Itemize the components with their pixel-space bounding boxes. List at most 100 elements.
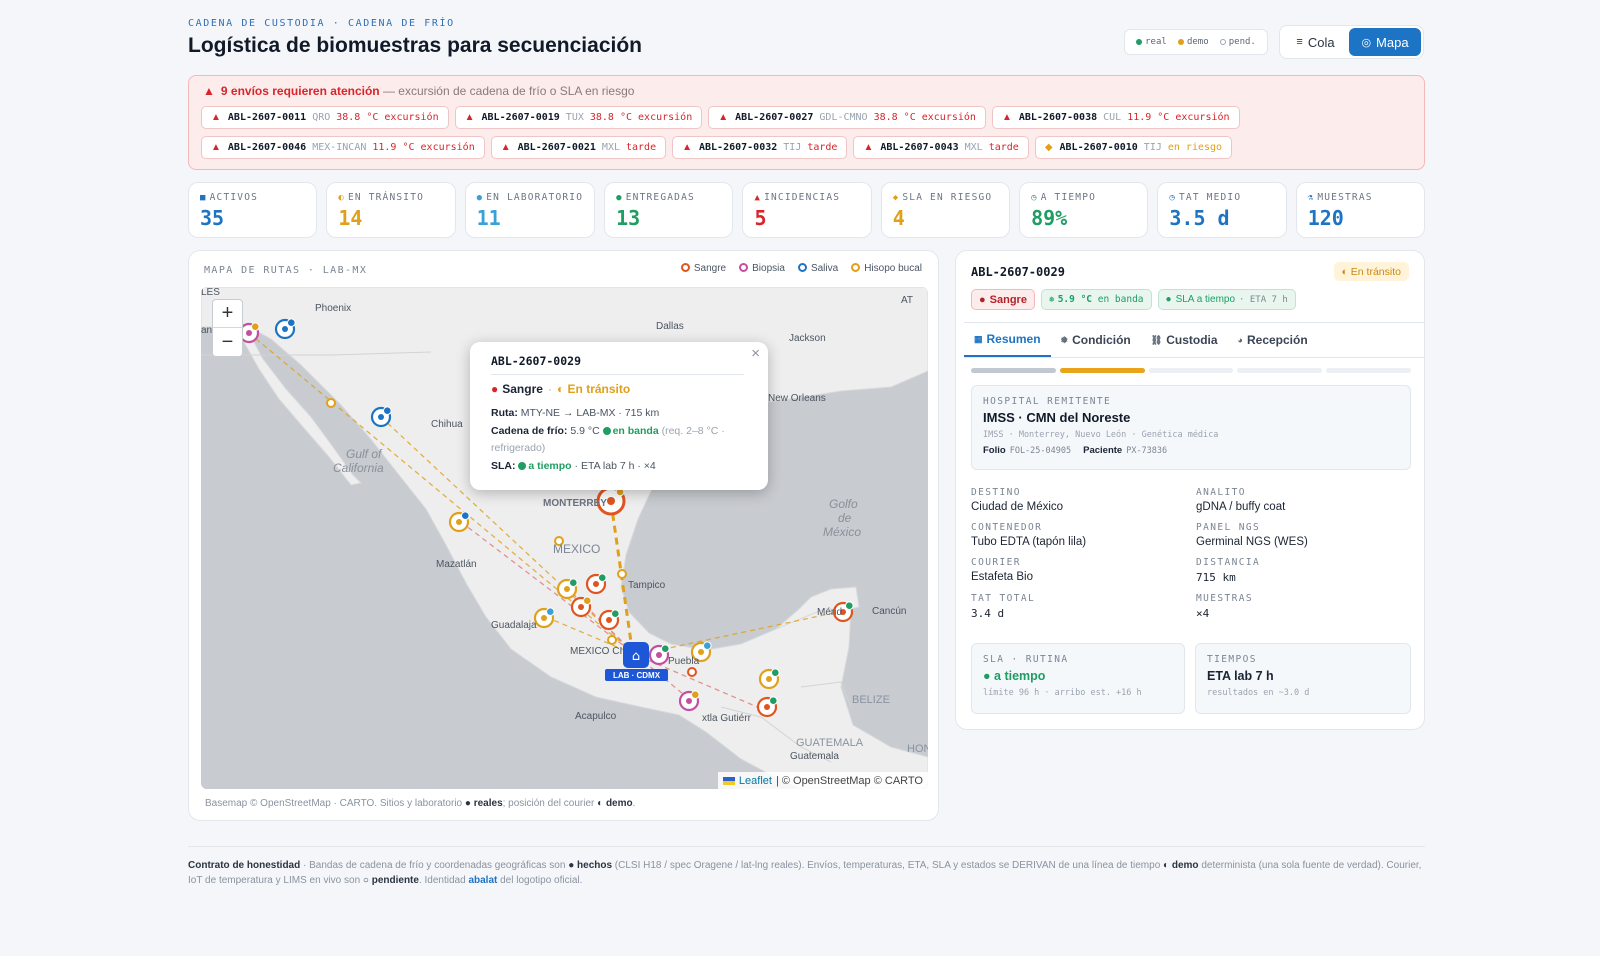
site-dot[interactable] bbox=[607, 635, 617, 645]
abalat-link[interactable]: abalat bbox=[468, 875, 498, 886]
place-an: an bbox=[201, 325, 212, 336]
site-dot[interactable] bbox=[554, 536, 564, 546]
tab-resumen[interactable]: ▦ Resumen bbox=[964, 323, 1051, 357]
field-value: 3.4 d bbox=[971, 607, 1005, 620]
popup-sla: SLA: a tiempo · ETA lab 7 h · ×4 bbox=[491, 459, 656, 472]
kpi-label-text: SLA EN RIESGO bbox=[902, 192, 993, 203]
shipment-marker[interactable] bbox=[598, 609, 620, 631]
chip-status: en riesgo bbox=[1167, 142, 1223, 153]
kpi-label-text: EN LABORATORIO bbox=[486, 192, 584, 203]
field-label: DESTINO bbox=[971, 487, 1021, 498]
shipment-marker[interactable] bbox=[238, 322, 260, 344]
home-icon: ⌂ bbox=[632, 649, 640, 664]
kpi-label-text: INCIDENCIAS bbox=[764, 192, 841, 203]
tab-custodia[interactable]: ⛓ Custodia bbox=[1141, 323, 1228, 357]
kpi-value: 4 bbox=[892, 206, 905, 230]
hospital-location: IMSS · Monterrey, Nuevo León · Genética … bbox=[983, 430, 1219, 440]
zoom-in-button[interactable]: + bbox=[213, 300, 242, 328]
map-legend-item: Biopsia bbox=[739, 263, 785, 274]
kpi-icon: ⚗ bbox=[1307, 193, 1315, 203]
alert-chip[interactable]: ▲ ABL-2607-0019 TUX 38.8 °C excursión bbox=[454, 106, 703, 129]
tab-icon: ❅ bbox=[1060, 334, 1069, 345]
chip-status: tarde bbox=[988, 142, 1019, 153]
shipment-marker[interactable] bbox=[596, 486, 626, 516]
place-mexico-city: MEXICO CI bbox=[570, 646, 622, 657]
shipment-marker[interactable] bbox=[533, 607, 555, 629]
site-dot[interactable] bbox=[617, 569, 627, 579]
shipment-marker[interactable] bbox=[274, 318, 296, 340]
shipment-marker[interactable] bbox=[678, 690, 700, 712]
kpi-card: ◆ SLA EN RIESGO 4 bbox=[880, 182, 1011, 238]
warning-icon: ▲ bbox=[211, 112, 221, 123]
kpi-value: 3.5 d bbox=[1169, 206, 1230, 230]
tab-recepción[interactable]: ◕ Recepción bbox=[1228, 323, 1318, 357]
kpi-label: ■ ACTIVOS bbox=[200, 192, 305, 203]
header-kicker: CADENA DE CUSTODIA · CADENA DE FRÍO bbox=[188, 18, 455, 29]
cola-button[interactable]: ≡ Cola bbox=[1296, 34, 1335, 50]
kpi-label-text: TAT MEDIO bbox=[1179, 192, 1242, 203]
tag-temperature: ❅ 5.9 °C en banda bbox=[1040, 289, 1152, 310]
shipment-marker[interactable] bbox=[570, 596, 592, 618]
kpi-card: ◷ A TIEMPO 89% bbox=[1019, 182, 1149, 238]
detail-field: ANALITO gDNA / buffy coat bbox=[1196, 487, 1411, 513]
place-tampico: Tampico bbox=[628, 580, 666, 591]
alert-chip[interactable]: ▲ ABL-2607-0027 GDL-CMNO 38.8 °C excursión bbox=[708, 106, 986, 129]
field-value: 715 km bbox=[1196, 571, 1236, 584]
land-baja-peninsula bbox=[240, 325, 363, 486]
lab-marker[interactable]: ⌂ LAB · CDMX bbox=[605, 642, 668, 681]
place-at: AT bbox=[901, 295, 913, 306]
close-icon[interactable]: × bbox=[751, 345, 760, 362]
alert-chip[interactable]: ▲ ABL-2607-0032 TIJ tarde bbox=[672, 136, 848, 159]
shipment-marker[interactable] bbox=[448, 511, 470, 533]
kpi-label: ◆ SLA EN RIESGO bbox=[893, 192, 998, 203]
alert-chip[interactable]: ▲ ABL-2607-0021 MXL tarde bbox=[490, 136, 667, 159]
field-value: Ciudad de México bbox=[971, 501, 1064, 513]
warning-icon: ▲ bbox=[682, 142, 692, 153]
kpi-label: ● EN LABORATORIO bbox=[477, 192, 584, 203]
tab-condición[interactable]: ❅ Condición bbox=[1051, 323, 1141, 357]
site-dot[interactable] bbox=[687, 667, 697, 677]
site-dot[interactable] bbox=[326, 398, 336, 408]
alert-chip[interactable]: ▲ ABL-2607-0043 MXL tarde bbox=[853, 136, 1029, 159]
alert-chip[interactable]: ▲ ABL-2607-0038 CUL 11.9 °C excursión bbox=[991, 106, 1240, 129]
leaflet-link[interactable]: Leaflet bbox=[738, 774, 772, 787]
kpi-label: ◐ EN TRÁNSITO bbox=[338, 192, 443, 203]
kpi-value: 11 bbox=[476, 206, 501, 230]
route-line bbox=[545, 616, 637, 656]
route-map[interactable]: LES AT an Phoenix Dallas Jackson New Orl… bbox=[201, 287, 928, 789]
alert-chip[interactable]: ◆ ABL-2607-0010 TIJ en riesgo bbox=[1034, 136, 1233, 159]
mapa-button[interactable]: ◎ Mapa bbox=[1349, 28, 1421, 56]
place-hon: HONI bbox=[907, 743, 928, 755]
alert-chip[interactable]: ▲ ABL-2607-0046 MEX-INCAN 11.9 °C excursión bbox=[201, 136, 485, 159]
place-mazatlan: Mazatlán bbox=[436, 559, 477, 570]
legend-label: Biopsia bbox=[752, 263, 785, 274]
place-new-orleans: New Orleans bbox=[768, 393, 826, 404]
shipment-marker[interactable] bbox=[690, 641, 712, 663]
chip-route: TIJ bbox=[783, 142, 802, 153]
tag-sample-type: ● Sangre bbox=[971, 289, 1035, 310]
map-legend-item: Saliva bbox=[797, 263, 838, 274]
shipment-marker[interactable] bbox=[648, 644, 670, 666]
shipment-marker[interactable] bbox=[585, 573, 607, 595]
zoom-out-button[interactable]: − bbox=[221, 330, 234, 353]
popup-divider bbox=[491, 374, 744, 375]
warning-icon: ▲ bbox=[863, 142, 874, 153]
shipment-marker[interactable] bbox=[832, 601, 854, 623]
shipment-marker[interactable] bbox=[756, 696, 778, 718]
shipment-marker[interactable] bbox=[556, 578, 578, 600]
sla-card: SLA · RUTINA ● a tiempo límite 96 h · ar… bbox=[971, 643, 1185, 714]
kpi-card: ◷ TAT MEDIO 3.5 d bbox=[1157, 182, 1287, 238]
detail-field: MUESTRAS ×4 bbox=[1196, 593, 1411, 620]
view-toggle: ≡ Cola ◎ Mapa bbox=[1279, 25, 1424, 59]
progress-step bbox=[1148, 368, 1234, 373]
chip-status: 38.8 °C excursión bbox=[336, 112, 439, 123]
chip-shipment-id: ABL-2607-0011 bbox=[227, 112, 307, 123]
tab-label: Recepción bbox=[1246, 333, 1308, 347]
kpi-label-text: ENTREGADAS bbox=[625, 192, 695, 203]
shipment-marker[interactable] bbox=[758, 668, 780, 690]
alert-chip[interactable]: ▲ ABL-2607-0011 QRO 38.8 °C excursión bbox=[201, 106, 449, 129]
chip-shipment-id: ABL-2607-0021 bbox=[517, 142, 596, 153]
shipment-marker[interactable] bbox=[370, 406, 392, 428]
kpi-row: ■ ACTIVOS 35 ◐ EN TRÁNSITO 14 ● EN LABORATORIO 1… bbox=[188, 182, 1425, 238]
field-value: gDNA / buffy coat bbox=[1196, 501, 1286, 513]
